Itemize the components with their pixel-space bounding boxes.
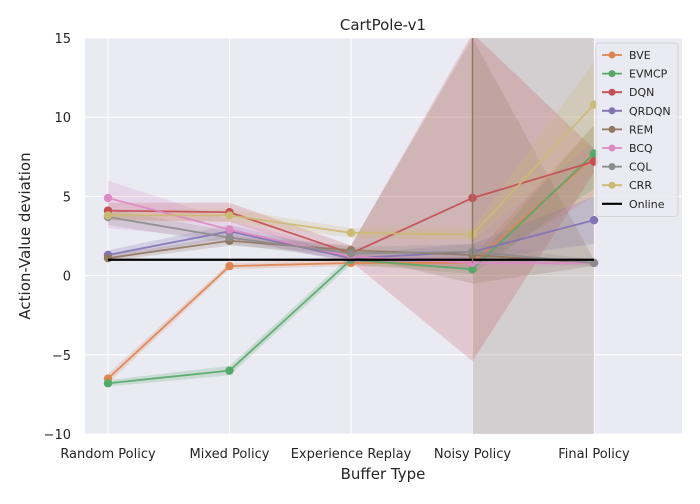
- data-point-cql: [346, 249, 356, 258]
- x-axis-label: Buffer Type: [341, 465, 426, 483]
- y-tick-label: 10: [54, 111, 71, 126]
- legend-swatch-marker: [608, 88, 616, 96]
- legend-item-rem: REM: [602, 123, 653, 136]
- legend-item-evmcp: EVMCP: [602, 68, 668, 81]
- legend-label: EVMCP: [629, 68, 668, 81]
- data-point-evmcp: [468, 265, 477, 274]
- legend-swatch-marker: [608, 107, 616, 115]
- legend-item-cql: CQL: [602, 161, 652, 174]
- y-tick-label: −5: [52, 349, 71, 364]
- x-tick-label: Noisy Policy: [434, 447, 512, 462]
- legend-item-qrdqn: QRDQN: [602, 105, 671, 118]
- legend-label: CQL: [629, 161, 652, 174]
- legend-item-bcq: BCQ: [602, 142, 653, 155]
- legend-label: REM: [629, 123, 653, 136]
- chart-title: CartPole-v1: [340, 16, 426, 34]
- plot-area: [103, 38, 599, 388]
- legend-box: [595, 42, 679, 217]
- legend-swatch-marker: [608, 125, 616, 133]
- data-point-evmcp: [225, 366, 234, 375]
- y-tick-label: 5: [63, 190, 71, 205]
- legend-label: Online: [629, 198, 665, 211]
- x-tick-label: Random Policy: [60, 447, 156, 462]
- y-tick-label: 15: [54, 32, 71, 47]
- legend-item-online: Online: [602, 198, 665, 211]
- legend-label: DQN: [629, 86, 654, 99]
- legend-swatch-marker: [608, 163, 616, 171]
- data-point-crr: [346, 228, 356, 238]
- data-point-crr: [225, 211, 234, 220]
- y-tick-labels: −10 −5 0 5 10 15: [44, 32, 71, 443]
- plot-background: [85, 38, 682, 434]
- data-point-rem: [103, 253, 113, 263]
- y-tick-label: 0: [63, 270, 71, 285]
- legend-label: BVE: [629, 49, 651, 62]
- data-point-bcq: [103, 193, 113, 203]
- legend-swatch-marker: [608, 144, 616, 152]
- data-point-crr: [103, 211, 113, 220]
- data-point-qrdqn: [589, 215, 599, 225]
- data-point-evmcp: [103, 379, 113, 388]
- data-point-cql: [225, 233, 234, 242]
- x-tick-labels: Random Policy Mixed Policy Experience Repl…: [60, 447, 630, 462]
- y-axis-label: Action-Value deviation: [16, 152, 34, 319]
- legend: BVE EVMCP DQN QRDQN REM BCQ CQL CRR Online: [595, 42, 679, 217]
- x-tick-label: Mixed Policy: [190, 447, 270, 462]
- legend-swatch-marker: [608, 51, 616, 59]
- legend-swatch-marker: [608, 70, 616, 78]
- data-point-bcq: [225, 225, 234, 234]
- legend-label: CRR: [629, 179, 652, 192]
- legend-item-dqn: DQN: [602, 86, 654, 99]
- data-point-bve: [225, 261, 234, 271]
- legend-item-bve: BVE: [602, 49, 651, 62]
- legend-label: BCQ: [629, 142, 653, 155]
- legend-label: QRDQN: [629, 105, 671, 118]
- legend-swatch-marker: [608, 181, 616, 189]
- x-tick-label: Experience Replay: [291, 447, 412, 462]
- y-tick-label: −10: [44, 428, 71, 443]
- legend-item-crr: CRR: [602, 179, 652, 192]
- x-tick-label: Final Policy: [558, 447, 630, 462]
